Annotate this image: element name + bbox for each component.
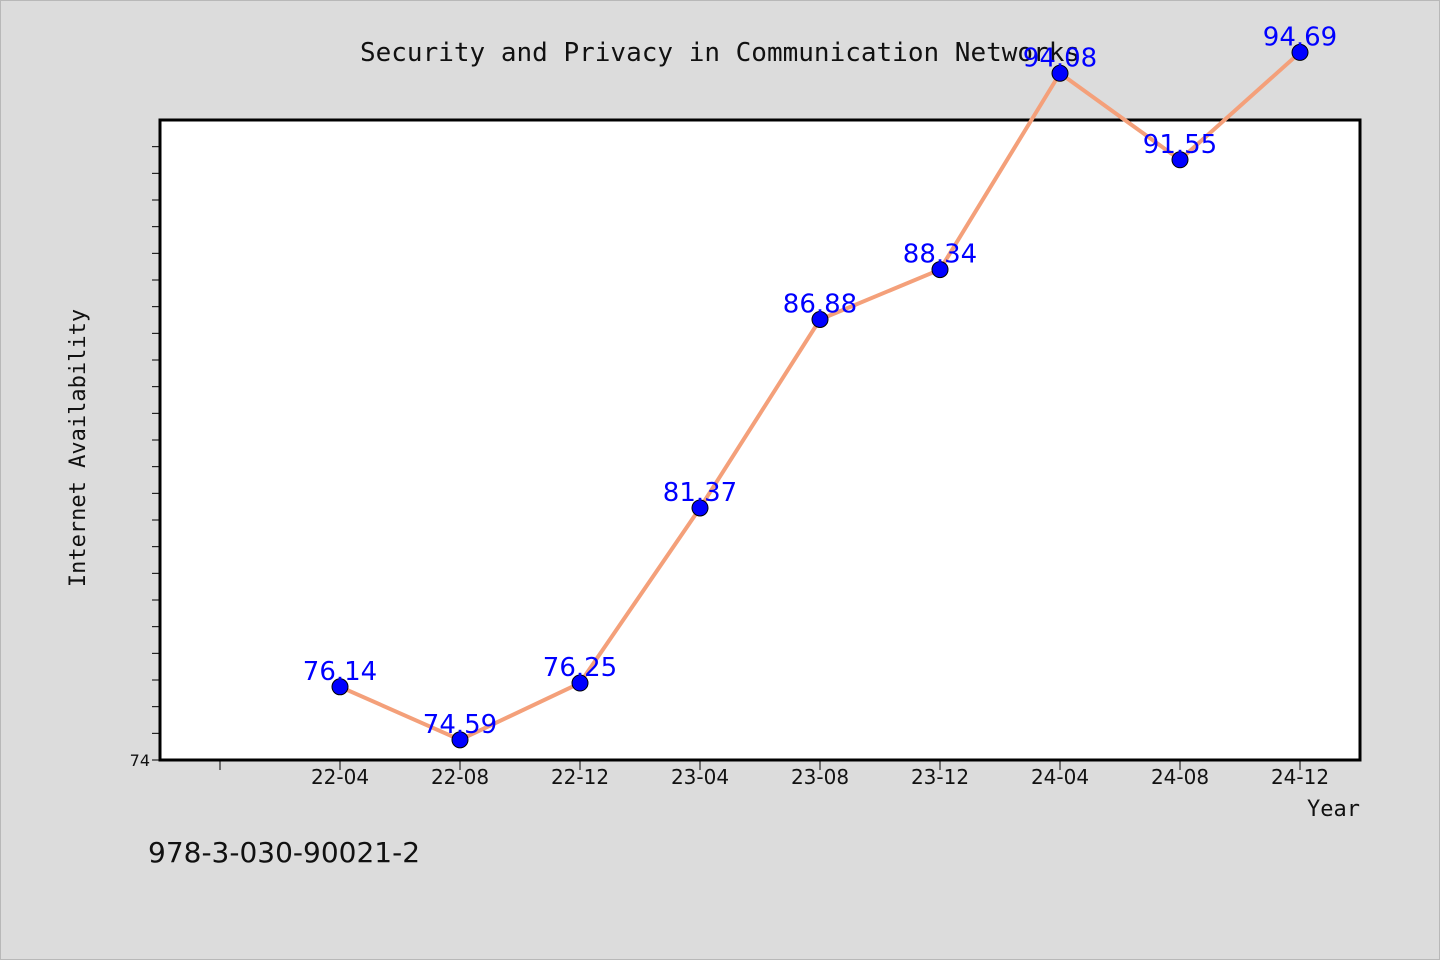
x-tick-label: 22-04 <box>311 765 369 789</box>
x-tick-label: 23-04 <box>671 765 729 789</box>
data-point <box>1291 43 1309 61</box>
data-point <box>691 499 709 517</box>
x-axis-ticks <box>219 760 1301 770</box>
data-point <box>331 678 349 696</box>
data-point <box>931 261 949 279</box>
x-tick-label: 23-08 <box>791 765 849 789</box>
data-label: 91.55 <box>1143 130 1217 160</box>
caption: 978-3-030-90021-2 <box>148 836 420 869</box>
data-label: 94.69 <box>1263 22 1337 52</box>
data-label: 88.34 <box>903 240 977 270</box>
data-labels: 76.14 74.59 76.25 81.37 86.88 88.34 94.08 91.55… <box>303 22 1337 739</box>
data-label: 76.14 <box>303 657 377 687</box>
x-tick-label: 22-08 <box>431 765 489 789</box>
data-point <box>571 674 589 692</box>
series-markers <box>331 43 1309 749</box>
x-tick-label: 24-04 <box>1031 765 1089 789</box>
x-tick-label: 24-08 <box>1151 765 1209 789</box>
y-tick-label: 74 <box>130 751 150 770</box>
x-axis-title: Year <box>1307 797 1360 822</box>
data-label: 86.88 <box>783 290 857 320</box>
plot-area <box>158 118 1362 762</box>
chart-title: Security and Privacy in Communication Ne… <box>360 38 1080 68</box>
data-label: 81.37 <box>663 478 737 508</box>
x-axis-labels: 22-04 22-08 22-12 23-04 23-08 23-12 24-04 24-08… <box>311 765 1329 789</box>
data-label: 94.08 <box>1023 43 1097 73</box>
data-point <box>451 731 469 749</box>
y-axis-ticks <box>152 146 160 761</box>
data-point <box>811 311 829 329</box>
data-point <box>1171 151 1189 169</box>
x-tick-label: 22-12 <box>551 765 609 789</box>
data-point <box>1051 64 1069 82</box>
x-tick-label: 23-12 <box>911 765 969 789</box>
y-axis-title: Internet Availability <box>66 309 91 587</box>
data-label: 74.59 <box>423 710 497 740</box>
data-label: 76.25 <box>543 653 617 683</box>
x-tick-label: 24-12 <box>1271 765 1329 789</box>
